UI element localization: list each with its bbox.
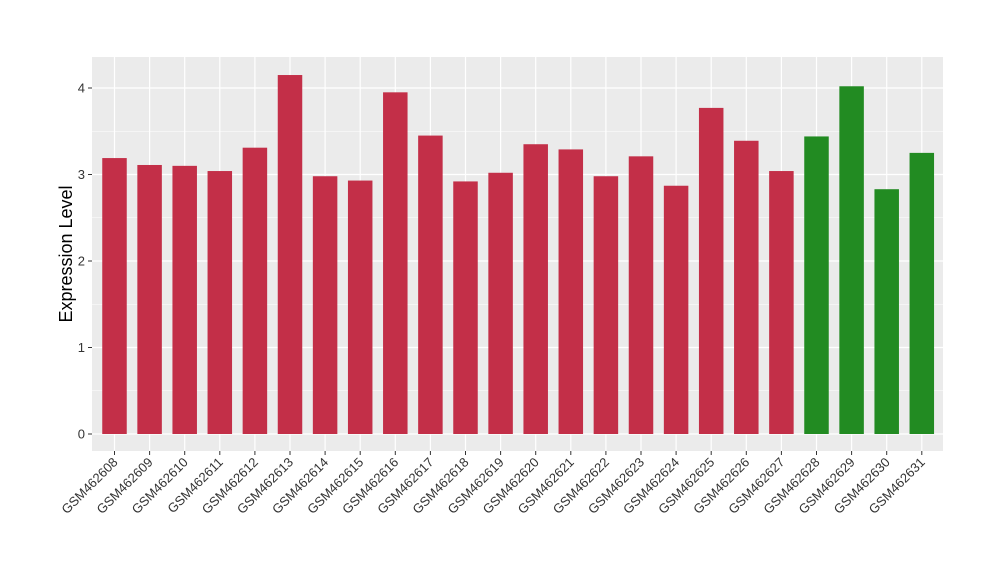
- y-tick-label: 0: [78, 427, 85, 442]
- y-tick-label: 2: [78, 254, 85, 269]
- bar-GSM462628: [804, 136, 829, 434]
- bar-GSM462631: [909, 152, 935, 434]
- bar-GSM462614: [312, 176, 338, 435]
- bar-GSM462618: [453, 181, 478, 434]
- bar-GSM462619: [488, 172, 513, 434]
- bar-GSM462622: [593, 176, 619, 435]
- bar-GSM462616: [383, 92, 408, 434]
- minor-gridlines: [92, 130, 943, 392]
- bar-GSM462627: [769, 171, 794, 435]
- bar-GSM462625: [698, 107, 724, 435]
- bar-GSM462623: [628, 156, 654, 434]
- bars: [102, 75, 935, 435]
- y-axis-title: Expression Level: [56, 185, 76, 322]
- bar-GSM462626: [734, 140, 759, 434]
- plot-panel: [92, 57, 943, 451]
- bar-GSM462611: [207, 171, 233, 435]
- y-tick-label: 3: [78, 167, 85, 182]
- bar-GSM462621: [558, 149, 584, 435]
- bar-GSM462630: [874, 189, 899, 434]
- bar-GSM462617: [418, 135, 443, 434]
- bar-GSM462609: [137, 164, 162, 435]
- bar-GSM462613: [277, 75, 303, 435]
- bar-GSM462612: [242, 147, 268, 434]
- x-axis: GSM462608GSM462609GSM462610GSM462611GSM4…: [58, 451, 928, 517]
- y-tick-label: 4: [78, 81, 85, 96]
- y-tick-label: 1: [78, 340, 85, 355]
- bar-GSM462629: [839, 86, 864, 435]
- bar-GSM462620: [523, 144, 548, 434]
- bar-GSM462624: [663, 185, 689, 434]
- bar-GSM462608: [102, 158, 127, 434]
- bar-GSM462610: [172, 165, 197, 434]
- bar-GSM462615: [347, 180, 373, 434]
- y-axis: 0 1 2 3 4: [78, 81, 92, 442]
